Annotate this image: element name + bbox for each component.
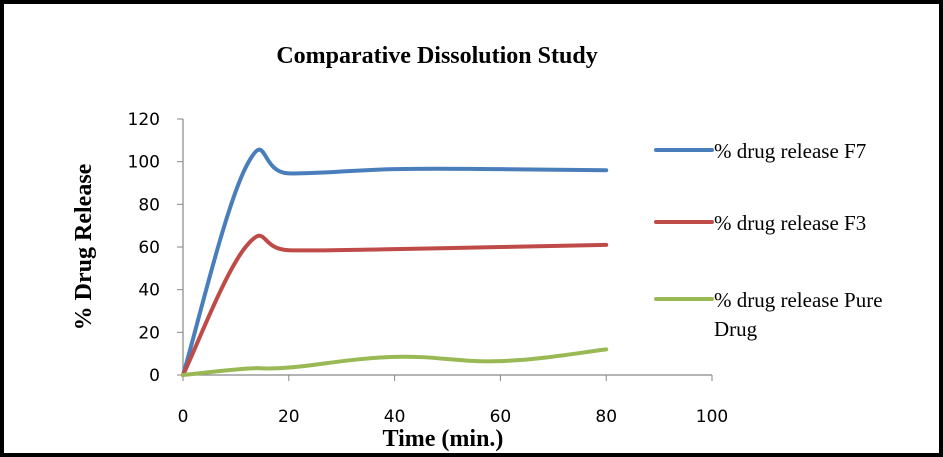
x-tick-label: 0 bbox=[178, 407, 189, 427]
y-tick-label: 100 bbox=[128, 153, 160, 173]
series-line-drug-release-f7 bbox=[181, 147, 609, 377]
y-tick-label: 80 bbox=[138, 195, 160, 215]
y-tick-label: 40 bbox=[138, 281, 160, 301]
series-line-drug-release-pure-drug bbox=[181, 347, 609, 377]
legend: % drug release F7 % drug release F3 % drug… bbox=[654, 139, 883, 341]
x-tick-label: 60 bbox=[490, 407, 512, 427]
legend-label: Drug bbox=[714, 317, 758, 341]
y-tick-label: 0 bbox=[149, 366, 160, 386]
legend-label: % drug release F7 bbox=[714, 139, 866, 163]
x-tick-label: 20 bbox=[278, 407, 300, 427]
legend-label: % drug release Pure bbox=[714, 288, 883, 312]
y-tick-label: 120 bbox=[128, 110, 160, 130]
x-tick-label: 100 bbox=[696, 407, 728, 427]
y-tick-label: 20 bbox=[138, 323, 160, 343]
y-axis-label: % Drug Release bbox=[71, 163, 97, 330]
axes: 0 20 40 60 80 100 120 0 20 40 60 80 100 bbox=[128, 110, 729, 427]
series-line-drug-release-f3 bbox=[181, 233, 609, 377]
x-axis-label: Time (min.) bbox=[383, 426, 504, 452]
series-lines bbox=[181, 147, 609, 377]
x-tick-label: 80 bbox=[595, 407, 617, 427]
y-tick-label: 60 bbox=[138, 238, 160, 258]
chart-title: Comparative Dissolution Study bbox=[276, 43, 597, 69]
x-tick-label: 40 bbox=[384, 407, 406, 427]
legend-label: % drug release F3 bbox=[714, 211, 866, 235]
